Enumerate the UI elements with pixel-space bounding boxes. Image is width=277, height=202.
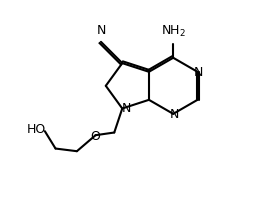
Text: N: N — [96, 24, 106, 37]
Text: N: N — [122, 101, 131, 114]
Text: O: O — [91, 129, 101, 142]
Text: NH$_2$: NH$_2$ — [161, 24, 186, 39]
Text: HO: HO — [27, 122, 47, 135]
Text: N: N — [194, 66, 204, 79]
Text: N: N — [170, 108, 179, 121]
